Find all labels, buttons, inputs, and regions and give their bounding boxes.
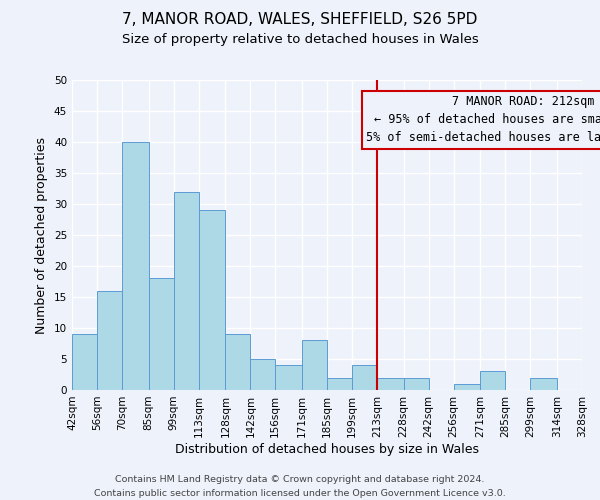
Bar [275, 365, 302, 390]
Bar [173, 192, 199, 390]
Bar [149, 278, 173, 390]
Bar [377, 378, 404, 390]
Bar [199, 210, 226, 390]
Text: Size of property relative to detached houses in Wales: Size of property relative to detached ho… [122, 32, 478, 46]
Bar [226, 334, 250, 390]
Text: 7, MANOR ROAD, WALES, SHEFFIELD, S26 5PD: 7, MANOR ROAD, WALES, SHEFFIELD, S26 5PD [122, 12, 478, 28]
Bar [250, 359, 275, 390]
Bar [404, 378, 428, 390]
Y-axis label: Number of detached properties: Number of detached properties [35, 136, 49, 334]
Text: 7 MANOR ROAD: 212sqm
← 95% of detached houses are smaller (176)
5% of semi-detac: 7 MANOR ROAD: 212sqm ← 95% of detached h… [367, 96, 600, 144]
Bar [481, 372, 505, 390]
Bar [302, 340, 327, 390]
Text: Contains HM Land Registry data © Crown copyright and database right 2024.
Contai: Contains HM Land Registry data © Crown c… [94, 476, 506, 498]
X-axis label: Distribution of detached houses by size in Wales: Distribution of detached houses by size … [175, 442, 479, 456]
Bar [327, 378, 352, 390]
Bar [530, 378, 557, 390]
Bar [72, 334, 97, 390]
Bar [122, 142, 149, 390]
Bar [454, 384, 481, 390]
Bar [352, 365, 377, 390]
Bar [97, 291, 122, 390]
